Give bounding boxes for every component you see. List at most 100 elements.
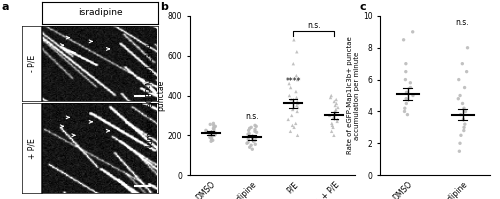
Point xyxy=(244,141,252,144)
Point xyxy=(332,110,340,113)
Point xyxy=(210,128,218,131)
Point xyxy=(294,134,302,137)
Point xyxy=(332,102,340,105)
Point xyxy=(246,146,254,149)
Point xyxy=(332,108,340,111)
Point xyxy=(456,150,464,153)
Point xyxy=(460,129,468,132)
Point xyxy=(457,134,465,137)
Point xyxy=(206,133,214,136)
Point xyxy=(210,134,218,137)
Y-axis label: Number of eGFP-Map1lc3b+
punctae: Number of eGFP-Map1lc3b+ punctae xyxy=(146,41,165,150)
Text: a: a xyxy=(1,2,8,12)
Point xyxy=(456,142,464,145)
Point xyxy=(406,86,414,89)
Point xyxy=(400,110,408,113)
Point xyxy=(462,70,470,73)
Point xyxy=(294,102,302,105)
Point xyxy=(288,124,296,127)
Point xyxy=(202,129,210,132)
Point xyxy=(248,148,256,151)
Point xyxy=(294,78,302,81)
Point xyxy=(458,102,466,105)
Point xyxy=(202,130,210,133)
Point xyxy=(460,126,468,129)
Point xyxy=(333,120,341,123)
Point xyxy=(408,30,416,33)
Point xyxy=(210,124,218,127)
Point xyxy=(292,90,300,93)
Point xyxy=(293,50,301,53)
Point xyxy=(207,140,215,143)
Point xyxy=(210,132,218,135)
Point xyxy=(294,100,302,103)
Point xyxy=(455,78,463,81)
Point xyxy=(400,38,407,41)
Point xyxy=(243,142,251,145)
Point xyxy=(328,124,336,127)
Point xyxy=(406,81,414,84)
Point xyxy=(252,136,260,139)
Point xyxy=(329,126,337,129)
Point xyxy=(252,143,260,146)
Point xyxy=(208,131,216,134)
Point xyxy=(248,137,256,140)
Point xyxy=(461,123,469,126)
Point xyxy=(251,130,259,133)
Point xyxy=(285,82,293,85)
Point xyxy=(207,137,215,140)
Point xyxy=(210,127,218,130)
Point xyxy=(292,122,300,125)
Point xyxy=(404,113,411,116)
Text: isradipine: isradipine xyxy=(78,8,122,18)
Point xyxy=(210,122,218,125)
Point xyxy=(290,62,298,65)
Point xyxy=(209,139,217,142)
Point xyxy=(246,127,254,130)
Point xyxy=(328,122,336,125)
Point xyxy=(251,128,259,131)
Point xyxy=(290,126,298,129)
Point xyxy=(401,107,409,110)
Point xyxy=(251,139,259,142)
Point xyxy=(251,124,259,127)
Text: ****: **** xyxy=(286,77,301,86)
Point xyxy=(212,125,220,128)
Point xyxy=(402,102,410,105)
Point xyxy=(245,134,253,137)
Point xyxy=(326,96,334,99)
Point xyxy=(290,38,298,41)
Point xyxy=(244,138,252,141)
Point xyxy=(293,110,301,113)
Point xyxy=(330,134,338,137)
Point xyxy=(334,118,342,121)
Point xyxy=(252,125,260,128)
Point xyxy=(331,104,339,107)
Point xyxy=(330,100,338,103)
Point xyxy=(292,74,300,77)
Point xyxy=(456,113,464,116)
Point xyxy=(207,132,215,135)
Point xyxy=(250,140,258,143)
Point xyxy=(460,118,468,121)
Point xyxy=(292,96,300,99)
Point xyxy=(402,91,410,94)
Point xyxy=(288,114,296,117)
Text: c: c xyxy=(360,2,366,12)
Text: n.s.: n.s. xyxy=(456,18,469,27)
Point xyxy=(206,134,214,137)
Point xyxy=(409,94,417,97)
Point xyxy=(332,98,340,101)
Point xyxy=(211,131,219,134)
Point xyxy=(402,97,410,100)
Point xyxy=(284,118,292,121)
Point xyxy=(244,129,252,132)
Text: n.s.: n.s. xyxy=(245,112,258,121)
Text: + P/E: + P/E xyxy=(28,138,36,159)
Point xyxy=(462,110,469,113)
Y-axis label: Rate of eGFP-Map1lc3b+ punctae
accumulation per minute: Rate of eGFP-Map1lc3b+ punctae accumulat… xyxy=(347,37,360,154)
Point xyxy=(252,131,260,134)
Point xyxy=(245,132,253,135)
Point xyxy=(286,94,294,97)
Point xyxy=(286,130,294,133)
